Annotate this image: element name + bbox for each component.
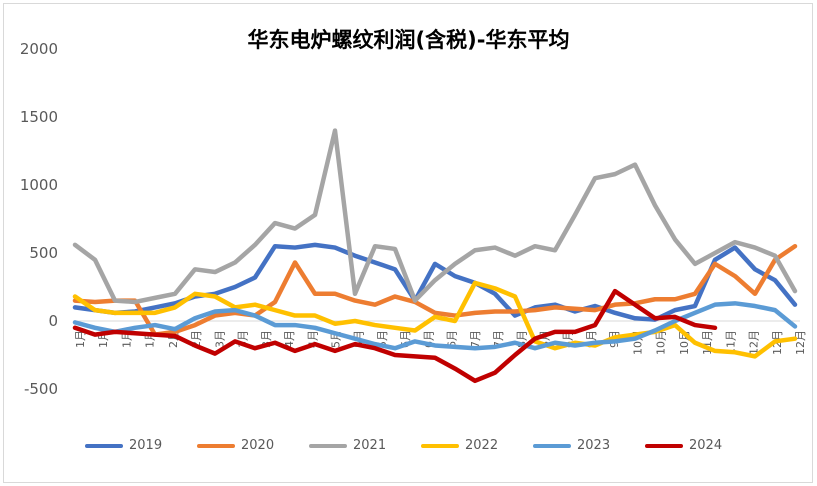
x-tick-label: 3月 [213, 330, 226, 348]
x-tick-label: 6月 [446, 330, 459, 348]
series-line-2021 [72, 128, 798, 305]
legend-label: 2023 [577, 438, 611, 453]
x-tick-label: 7月 [469, 330, 482, 348]
legend-item-2024: 2024 [645, 438, 757, 453]
legend-label: 2020 [241, 438, 275, 453]
legend-label: 2019 [129, 438, 163, 453]
legend-swatch [309, 443, 347, 448]
legend-swatch [533, 443, 571, 448]
legend-label: 2022 [465, 438, 499, 453]
legend-item-2023: 2023 [533, 438, 645, 453]
series-line-2022 [72, 280, 798, 359]
series-line-2024 [72, 288, 718, 384]
chart-border [3, 3, 813, 483]
y-tick-label: 1000 [20, 176, 58, 194]
x-tick-label: 12月 [794, 330, 807, 355]
series-line-2023 [72, 301, 798, 351]
legend-swatch [197, 443, 235, 448]
legend-item-2022: 2022 [421, 438, 533, 453]
y-tick-label: 500 [29, 244, 58, 262]
x-tick-label: 10月 [655, 330, 668, 355]
legend: 2019 2020 2021 2022 2023 2024 [85, 438, 757, 453]
x-tick-label: 1月 [74, 330, 87, 348]
x-tick-label: 12月 [748, 330, 761, 355]
y-tick-label: 0 [48, 312, 58, 330]
legend-label: 2021 [353, 438, 387, 453]
y-tick-label: 1500 [20, 108, 58, 126]
y-tick-label: 2000 [20, 40, 58, 58]
legend-label: 2024 [689, 438, 723, 453]
legend-swatch [645, 443, 683, 448]
x-tick-label: 4月 [283, 330, 296, 348]
legend-item-2020: 2020 [197, 438, 309, 453]
legend-item-2021: 2021 [309, 438, 421, 453]
series-line-2020 [72, 243, 798, 337]
y-tick-label: -500 [24, 380, 58, 398]
legend-item-2019: 2019 [85, 438, 197, 453]
chart-title: 华东电炉螺纹利润(含税)-华东平均 [247, 28, 570, 52]
legend-swatch [421, 443, 459, 448]
x-tick-label: 11月 [724, 330, 737, 355]
legend-swatch [85, 443, 123, 448]
